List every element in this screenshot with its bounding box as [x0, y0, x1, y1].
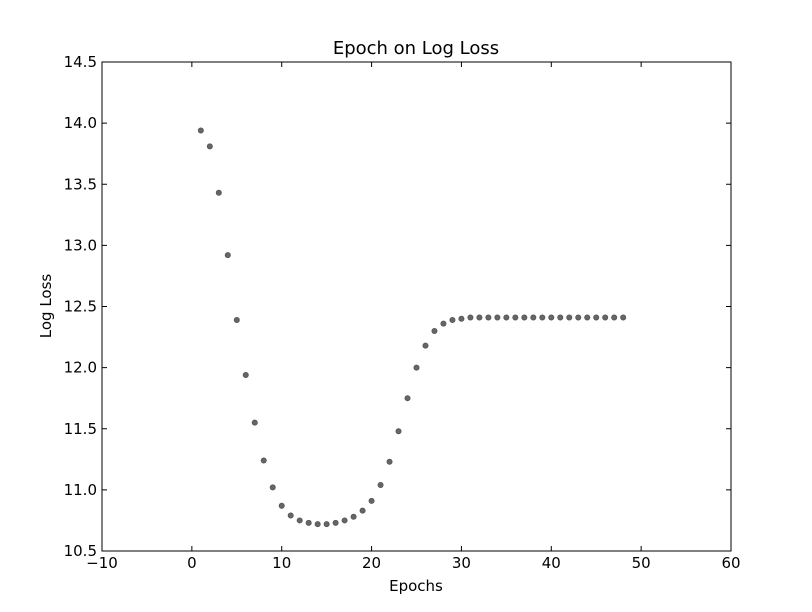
data-point — [530, 314, 537, 321]
chart-title: Epoch on Log Loss — [333, 38, 499, 59]
data-point — [602, 314, 609, 321]
x-tick-label: 50 — [632, 554, 651, 572]
data-point — [269, 484, 276, 491]
data-point — [584, 314, 591, 321]
data-point — [476, 314, 483, 321]
data-point — [467, 314, 474, 321]
data-point — [242, 371, 249, 378]
data-point — [278, 502, 285, 509]
x-tick-label: 10 — [272, 554, 291, 572]
data-point — [341, 517, 348, 524]
tick-labels: −10 0 10 20 30 40 50 60 10.5 11.0 11.5 12.0 12.5 13.0… — [64, 53, 741, 572]
data-point — [314, 521, 321, 528]
data-point — [224, 252, 231, 259]
x-tick-label: 40 — [542, 554, 561, 572]
data-point — [512, 314, 519, 321]
y-tick-label: 10.5 — [64, 542, 97, 560]
x-tick-label: 20 — [362, 554, 381, 572]
data-point — [287, 512, 294, 519]
data-point — [620, 314, 627, 321]
data-point — [431, 327, 438, 334]
data-points — [197, 127, 627, 528]
data-point — [323, 521, 330, 528]
data-point — [413, 364, 420, 371]
plot-area: −10 0 10 20 30 40 50 60 10.5 11.0 11.5 12.0 12.5 13.0… — [64, 53, 741, 572]
y-tick-label: 14.0 — [64, 114, 97, 132]
data-point — [296, 517, 303, 524]
data-point — [233, 316, 240, 323]
x-tick-label: 30 — [452, 554, 471, 572]
y-tick-label: 14.5 — [64, 53, 97, 71]
data-point — [386, 458, 393, 465]
data-point — [377, 481, 384, 488]
y-tick-label: 13.5 — [64, 175, 97, 193]
y-tick-label: 11.0 — [64, 481, 97, 499]
data-point — [458, 315, 465, 322]
data-point — [566, 314, 573, 321]
y-axis-label: Log Loss — [37, 274, 55, 339]
x-tick-label: −10 — [86, 554, 118, 572]
data-point — [539, 314, 546, 321]
x-tick-label: 0 — [187, 554, 197, 572]
y-tick-label: 12.0 — [64, 359, 97, 377]
data-point — [215, 189, 222, 196]
data-point — [251, 419, 258, 426]
data-point — [611, 314, 618, 321]
data-point — [521, 314, 528, 321]
data-point — [332, 519, 339, 526]
data-point — [494, 314, 501, 321]
data-point — [305, 519, 312, 526]
data-point — [350, 513, 357, 520]
data-point — [404, 395, 411, 402]
data-point — [485, 314, 492, 321]
data-point — [395, 428, 402, 435]
data-point — [557, 314, 564, 321]
data-point — [575, 314, 582, 321]
data-point — [593, 314, 600, 321]
y-tick-label: 13.0 — [64, 236, 97, 254]
y-tick-label: 11.5 — [64, 420, 97, 438]
x-axis-label: Epochs — [389, 577, 443, 595]
plot-background — [102, 62, 731, 551]
axis-ticks — [101, 61, 732, 552]
data-point — [503, 314, 510, 321]
data-point — [548, 314, 555, 321]
data-point — [197, 127, 204, 134]
data-point — [422, 342, 429, 349]
data-point — [449, 316, 456, 323]
data-point — [359, 507, 366, 514]
data-point — [206, 143, 213, 150]
x-tick-label: 60 — [721, 554, 740, 572]
data-point — [368, 497, 375, 504]
data-point — [260, 457, 267, 464]
data-point — [440, 320, 447, 327]
y-tick-label: 12.5 — [64, 298, 97, 316]
